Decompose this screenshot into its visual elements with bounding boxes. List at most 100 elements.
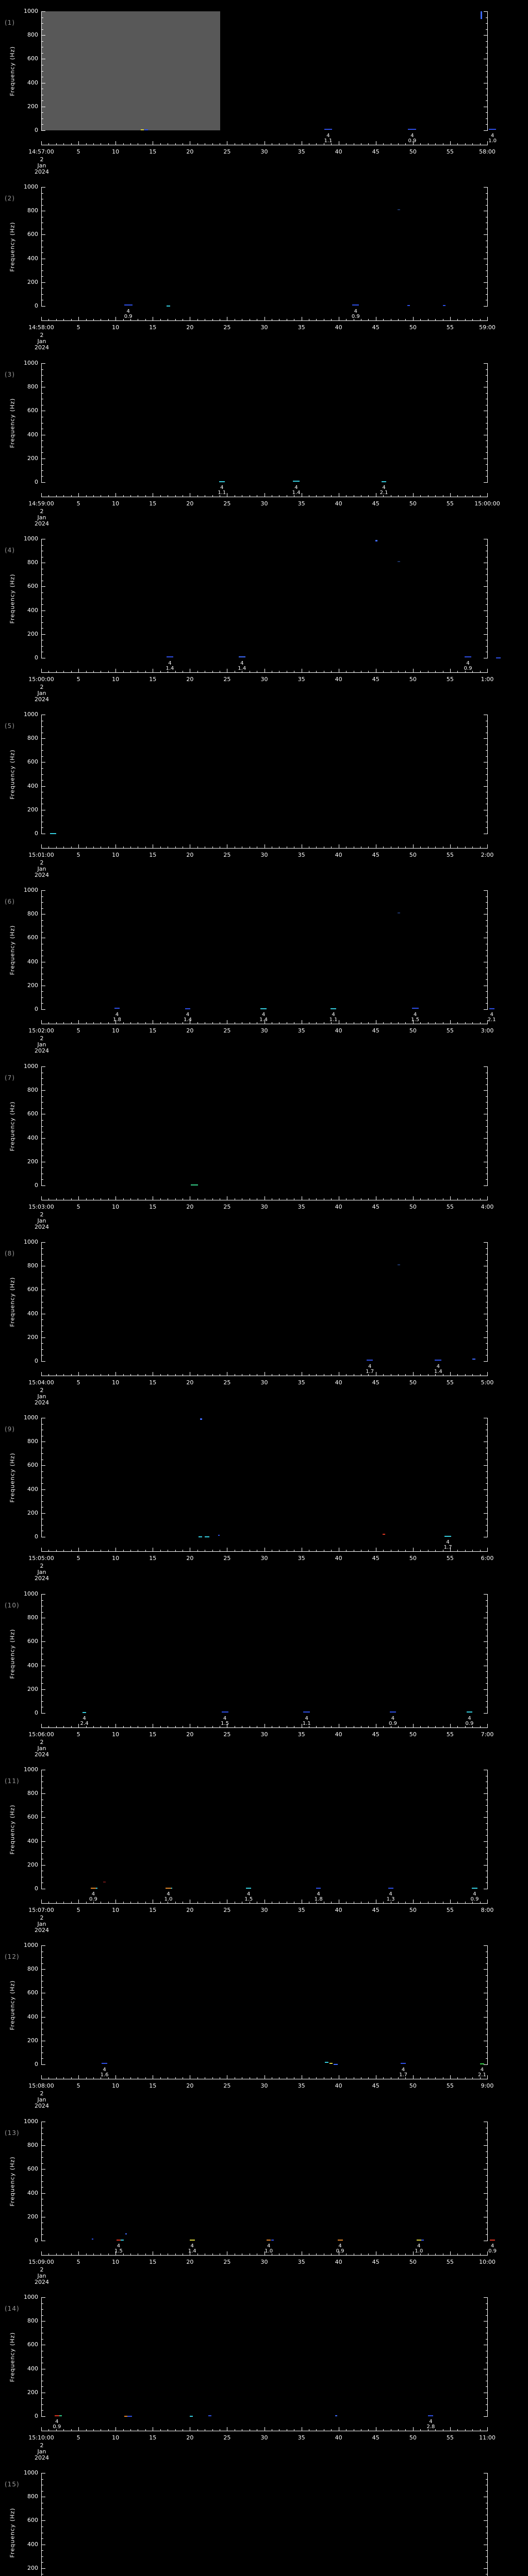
y-axis-right-line — [487, 1594, 488, 1714]
y-tick — [486, 1811, 487, 1812]
x-tick — [383, 495, 384, 497]
y-tick — [42, 1349, 43, 1350]
y-tick — [484, 1793, 487, 1794]
x-tick — [368, 495, 369, 497]
y-tick — [42, 2327, 43, 2328]
y-tick-label: 200 — [27, 2213, 38, 2220]
date-label: 2024 — [35, 1047, 49, 1054]
y-tick — [42, 2005, 43, 2006]
y-tick — [42, 1501, 43, 1502]
x-tick — [412, 317, 414, 320]
y-tick — [486, 2357, 487, 2358]
y-tick — [486, 440, 487, 442]
x-tick — [435, 846, 436, 848]
y-tick — [486, 2386, 487, 2387]
y-tick — [42, 100, 43, 101]
date-label: Jan — [37, 1569, 46, 1575]
y-tick — [486, 2490, 487, 2492]
date-label: 2 — [40, 2266, 44, 2273]
x-axis-start-label: 15:00:00 — [28, 676, 54, 683]
y-tick — [484, 1689, 487, 1690]
x-tick — [56, 1022, 57, 1024]
event-marker-count: 4 — [82, 1716, 86, 1721]
y-tick — [42, 604, 43, 605]
spectrogram-blip — [397, 912, 400, 913]
y-tick — [486, 2550, 487, 2551]
x-tick — [160, 1550, 161, 1551]
x-tick — [197, 1198, 198, 1200]
x-tick — [175, 1726, 176, 1727]
x-tick — [93, 1550, 94, 1551]
x-tick-label: 35 — [298, 1555, 305, 1562]
x-tick — [197, 846, 198, 848]
x-tick — [63, 846, 64, 848]
x-tick — [383, 2429, 384, 2431]
x-tick — [108, 1726, 109, 1727]
x-tick — [48, 671, 50, 672]
y-tick-label: 800 — [27, 1790, 38, 1797]
y-tick — [42, 282, 45, 283]
date-label: 2 — [40, 1211, 44, 1218]
date-label: Jan — [37, 2096, 46, 2103]
event-marker-value: 0.9 — [388, 1721, 397, 1726]
x-tick — [420, 1902, 421, 1903]
data-gap-region — [41, 11, 221, 130]
y-tick — [484, 1090, 487, 1091]
y-tick — [486, 294, 487, 295]
x-tick-label: 20 — [186, 852, 194, 858]
event-marker-count: 4 — [490, 133, 494, 139]
spectrogram-blip — [397, 1264, 400, 1265]
event-marker-value: 2.1 — [477, 2072, 486, 2078]
y-tick — [486, 1829, 487, 1830]
spectrogram-blip — [397, 561, 400, 562]
y-tick — [486, 71, 487, 72]
y-tick-label: 1000 — [24, 2118, 38, 2125]
x-axis-end-label: 3:00 — [481, 1027, 494, 1034]
x-tick-label: 50 — [409, 852, 417, 858]
spectrogram-panel: (8) Frequency (Hz) 0 200 400 600 800 1000 5 10 15 2… — [0, 1231, 528, 1406]
x-tick — [175, 2253, 176, 2255]
y-axis-title: Frequency (Hz) — [9, 1980, 16, 2030]
y-axis-title: Frequency (Hz) — [9, 1804, 16, 1854]
x-tick — [71, 2077, 72, 2079]
x-tick — [93, 2429, 94, 2431]
y-tick — [486, 2163, 487, 2164]
x-tick — [108, 319, 109, 320]
y-tick — [42, 288, 43, 289]
event-marker-dash — [465, 656, 471, 658]
x-axis-line — [41, 672, 488, 673]
x-tick-label: 30 — [260, 148, 268, 155]
y-tick-label: 400 — [27, 2365, 38, 2372]
y-tick — [486, 1835, 487, 1836]
x-tick — [435, 2429, 436, 2431]
x-tick — [331, 1022, 332, 1024]
x-tick — [145, 1198, 146, 1200]
y-tick-label: 0 — [35, 1006, 38, 1012]
x-tick — [197, 1022, 198, 1024]
y-tick — [486, 1179, 487, 1180]
y-tick — [484, 306, 487, 307]
x-tick — [63, 1374, 64, 1376]
x-tick — [175, 1902, 176, 1903]
x-tick-label: 25 — [223, 2082, 231, 2089]
x-tick — [78, 669, 79, 672]
x-tick — [41, 2075, 42, 2079]
y-tick — [42, 71, 43, 72]
x-tick-label: 45 — [372, 1379, 380, 1386]
y-tick — [486, 193, 487, 194]
y-tick — [486, 2303, 487, 2304]
y-tick — [484, 2064, 487, 2065]
x-tick — [450, 1196, 451, 1200]
x-tick — [316, 1550, 317, 1551]
event-marker-value: 1.1 — [302, 1721, 311, 1726]
y-tick — [486, 1701, 487, 1702]
y-tick — [484, 738, 487, 739]
x-tick-label: 15 — [149, 676, 157, 683]
y-tick — [486, 2234, 487, 2235]
x-tick — [56, 143, 57, 145]
x-tick — [108, 143, 109, 145]
x-tick — [472, 846, 473, 848]
date-label: 2024 — [35, 2279, 49, 2285]
x-tick — [86, 1374, 87, 1376]
x-tick — [108, 2429, 109, 2431]
